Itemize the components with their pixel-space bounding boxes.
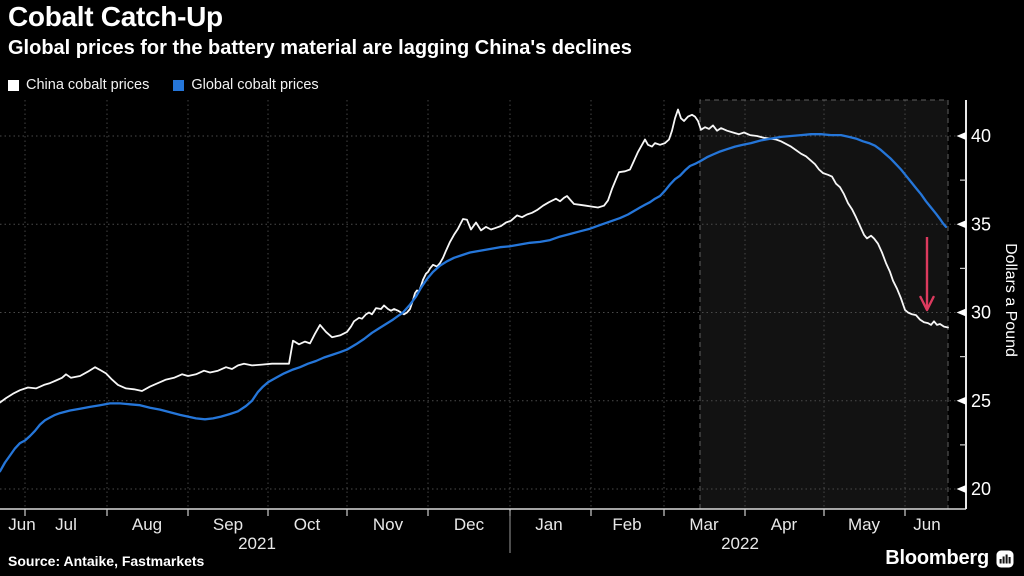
bloomberg-wordmark: Bloomberg [885, 547, 1014, 570]
global-price-line [0, 133, 948, 473]
y-tick-label: 25 [971, 391, 991, 411]
chart-subtitle: Global prices for the battery material a… [8, 37, 632, 59]
month-label: Oct [294, 515, 321, 534]
legend-label-global: Global cobalt prices [191, 77, 319, 93]
china-price-line [0, 108, 949, 404]
month-label: Apr [771, 515, 798, 534]
decline-arrow-head [919, 295, 935, 312]
month-label: Jan [535, 515, 562, 534]
bloomberg-text: Bloomberg [885, 547, 989, 569]
chart-title: Cobalt Catch-Up [8, 1, 223, 32]
y-axis-title: Dollars a Pound [1002, 243, 1019, 357]
y-major-tick [956, 308, 966, 317]
global-series-swatch-icon [173, 79, 185, 91]
month-label: May [848, 515, 881, 534]
y-tick-label: 40 [971, 126, 991, 146]
y-major-tick [956, 396, 966, 405]
source-note: Source: Antaike, Fastmarkets [8, 553, 205, 569]
year-label: 2021 [238, 534, 276, 553]
y-tick-label: 35 [971, 214, 991, 234]
month-label: Aug [132, 515, 162, 534]
highlight-region-border [699, 99, 949, 509]
month-label: Mar [689, 515, 719, 534]
month-label: Jun [913, 515, 940, 534]
y-tick-label: 20 [971, 479, 991, 499]
legend: China cobalt prices Global cobalt prices [8, 77, 319, 93]
legend-label-china: China cobalt prices [26, 77, 150, 93]
bloomberg-bars-icon [996, 550, 1014, 567]
month-label: Dec [454, 515, 485, 534]
y-major-tick [956, 132, 966, 140]
month-label: Feb [612, 515, 641, 534]
y-tick-label: 30 [971, 303, 991, 323]
china-series-swatch-icon [8, 79, 19, 91]
month-label: Jul [55, 515, 77, 534]
month-label: Sep [213, 515, 243, 534]
month-label: Jun [8, 515, 35, 534]
month-label: Nov [373, 515, 404, 534]
legend-item-global: Global cobalt prices [173, 77, 319, 93]
legend-item-china: China cobalt prices [8, 77, 149, 93]
y-major-tick [956, 220, 966, 229]
year-label: 2022 [721, 534, 759, 553]
y-major-tick [956, 485, 966, 493]
